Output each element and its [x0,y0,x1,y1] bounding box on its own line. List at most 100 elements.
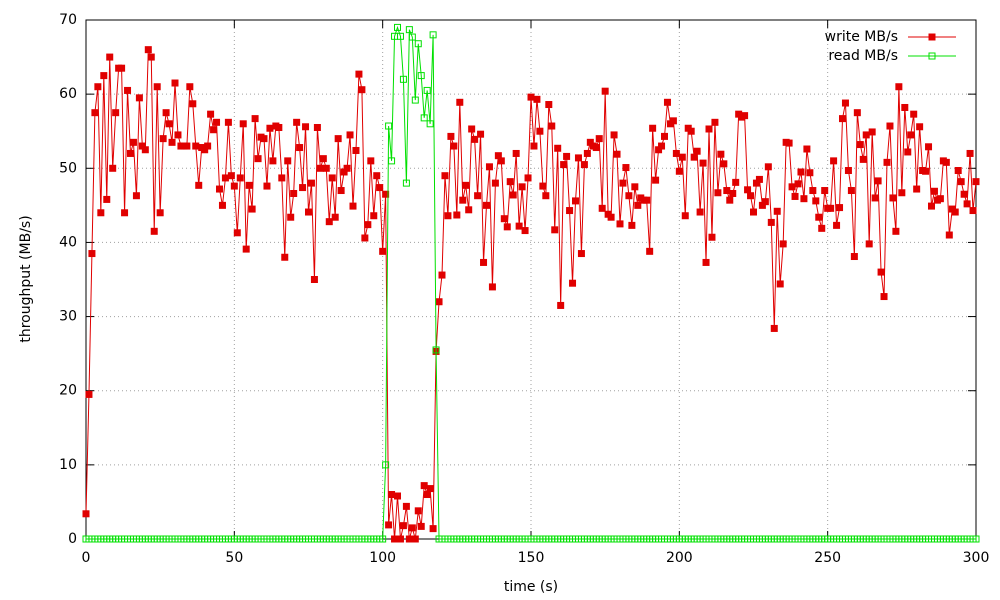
data-point [399,75,407,83]
data-point [370,212,378,220]
data-point [293,118,301,126]
data-point [856,141,864,149]
data-point [969,207,977,215]
data-point [616,220,624,228]
data-point [663,98,671,106]
data-point [239,120,247,128]
data-point [610,131,618,139]
data-point [791,192,799,200]
data-point [871,194,879,202]
data-point [319,155,327,163]
data-point [681,212,689,220]
data-point [471,135,479,143]
data-point [426,485,434,493]
data-point [361,234,369,242]
data-point [898,189,906,197]
data-point [500,215,508,223]
data-point [877,268,885,276]
data-point [723,187,731,195]
data-point [183,142,191,150]
data-point [601,87,609,95]
data-point [488,283,496,291]
data-point [171,79,179,87]
data-point [364,221,372,229]
data-point [797,168,805,176]
x-tick-label: 250 [814,550,841,566]
data-point [435,298,443,306]
data-point [678,153,686,161]
data-point [106,53,114,61]
data-point [144,46,152,54]
data-point [394,492,401,500]
data-point [643,196,651,204]
data-point [441,172,449,180]
data-point [827,204,835,212]
data-point [577,250,585,258]
data-point [631,183,639,191]
data-point [91,109,99,117]
data-point [417,72,425,80]
data-point [453,211,461,219]
data-point [402,502,410,510]
y-tick-label: 50 [59,160,77,176]
data-point [658,142,666,150]
data-point [411,535,419,543]
data-point [767,218,775,226]
data-point [284,157,292,165]
data-point [554,144,562,152]
data-point [794,180,802,188]
data-point [699,159,707,167]
data-point [957,178,965,186]
data-point [399,522,407,530]
data-point [408,33,416,41]
data-point [147,53,155,61]
data-point [396,535,404,543]
data-point [269,157,277,165]
data-point [168,138,176,146]
data-point [904,148,912,156]
data-point [773,207,781,215]
data-point [127,149,134,157]
data-point [803,145,811,153]
data-point [563,152,571,160]
data-point [254,155,262,163]
data-point [764,163,772,171]
data-point [385,122,393,130]
data-point [204,142,212,150]
data-point [358,86,366,94]
data-point [465,206,473,214]
x-axis-label: time (s) [504,579,558,595]
data-point [322,164,330,172]
y-tick-label: 70 [59,12,77,28]
data-point [815,213,823,221]
data-point [331,213,339,221]
data-point [865,240,873,248]
data-point [153,83,161,91]
data-point [242,245,250,253]
data-point [485,163,493,171]
data-point [483,201,490,209]
data-point [334,135,342,143]
data-point [954,167,962,175]
data-point [506,178,514,186]
data-point [951,208,959,216]
data-point [649,124,657,132]
data-point [299,184,307,192]
data-point [874,177,882,185]
data-point [747,192,755,200]
data-point [287,213,295,221]
legend-marker [928,52,936,60]
data-point [913,185,921,193]
data-point [928,202,935,210]
data-point [396,32,404,40]
data-point [423,491,431,499]
data-point [515,222,523,230]
y-tick-label: 40 [59,234,77,250]
data-point [661,132,668,140]
data-point [717,150,725,158]
data-point [263,182,271,190]
data-point [963,200,971,208]
data-point [726,196,734,204]
data-point [165,120,173,128]
